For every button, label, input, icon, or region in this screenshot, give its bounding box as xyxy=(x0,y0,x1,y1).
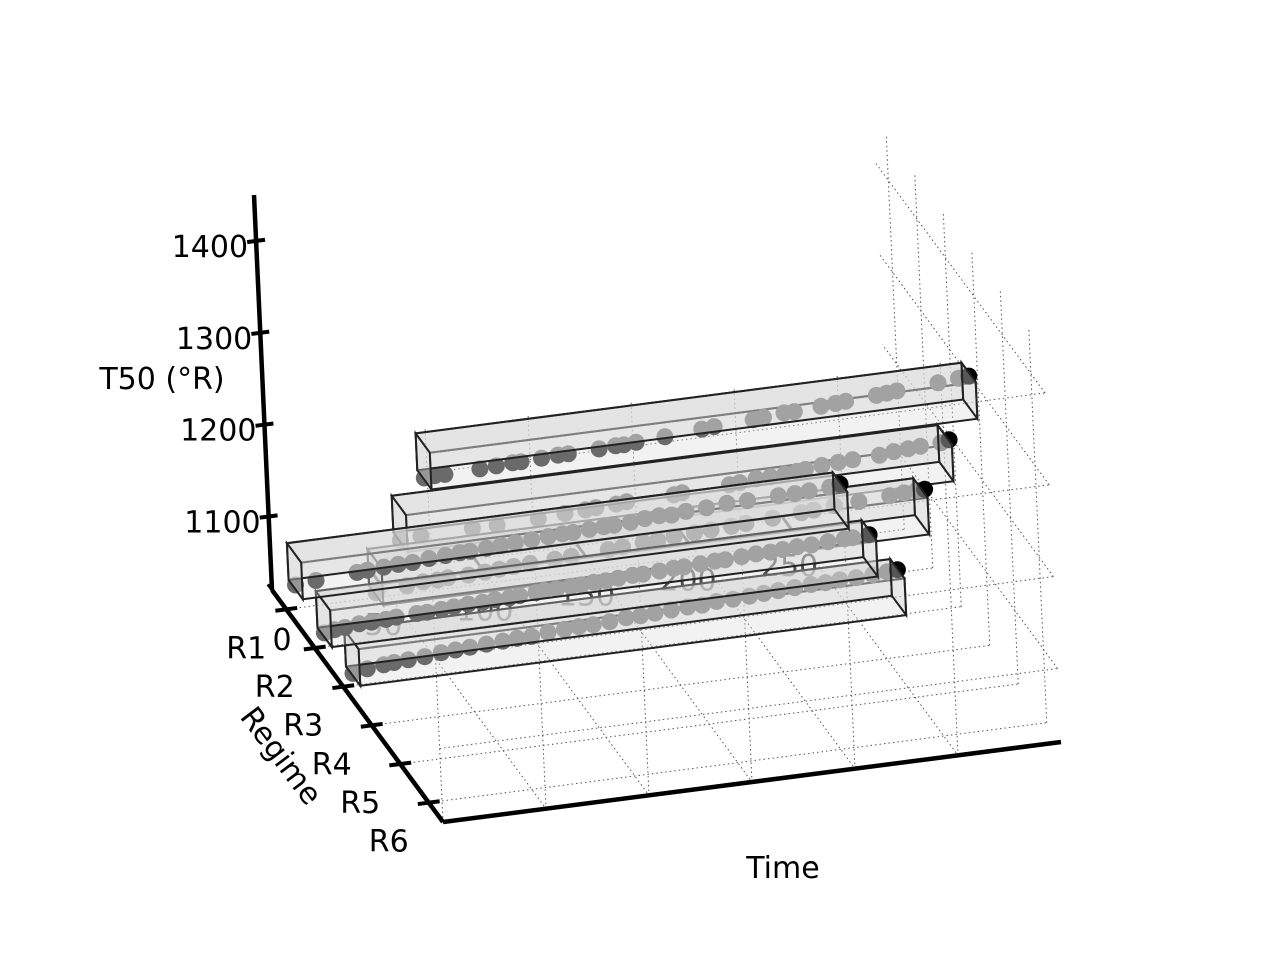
x-tick-label: 0 xyxy=(272,623,291,658)
regime-tick-label: R1 xyxy=(226,631,266,666)
box-end-face xyxy=(936,421,955,485)
x-axis-line xyxy=(442,739,1062,825)
x-axis-label: Time xyxy=(745,851,819,886)
z-tick-mark xyxy=(246,237,266,245)
data-point-latest xyxy=(960,367,978,385)
x-tick-mark xyxy=(266,583,278,597)
grid-line-floor-regime xyxy=(343,606,962,688)
grid-line-side-regime xyxy=(885,134,905,530)
grid-lines xyxy=(271,134,1059,823)
z-axis-line xyxy=(251,194,275,591)
regime-tick-label: R3 xyxy=(283,709,323,744)
grid-line-floor-regime xyxy=(371,644,990,726)
grid-line-back-x xyxy=(939,360,959,756)
z-axis-label: T50 (°R) xyxy=(98,362,224,397)
regime-boxes xyxy=(285,359,979,690)
regime-tick-mark xyxy=(389,760,412,768)
regime-series-R6 xyxy=(413,359,979,493)
regime-tick-mark xyxy=(360,721,383,729)
box-start-face xyxy=(414,430,433,493)
regime-tick-mark xyxy=(303,644,326,652)
data-point xyxy=(287,576,304,594)
grid-line-side-z xyxy=(873,160,1046,394)
box-start-face xyxy=(285,539,304,603)
grid-line-floor-x xyxy=(477,563,650,796)
regime-tick-label: R4 xyxy=(312,747,352,782)
grid-line-side-regime xyxy=(1028,327,1048,723)
regime-tick-mark xyxy=(332,683,355,691)
grid-line-side-regime xyxy=(942,211,962,607)
regime-tick-label: R2 xyxy=(255,670,295,705)
regime-tick-mark xyxy=(417,799,440,807)
z-tick-label: 1300 xyxy=(176,322,252,357)
grid-line-floor-x xyxy=(374,576,547,809)
grid-line-side-z xyxy=(886,436,1059,669)
box-start-face xyxy=(343,626,362,690)
grid-line-floor-regime xyxy=(400,683,1019,765)
box-end-face xyxy=(831,469,850,532)
axes xyxy=(251,194,1062,825)
data-point xyxy=(487,457,505,475)
data-point xyxy=(471,460,489,478)
data-point xyxy=(436,465,454,483)
z-tick-mark xyxy=(259,513,278,520)
grid-line-side-z xyxy=(877,252,1050,486)
grid-line-floor-x xyxy=(786,523,959,756)
grid-line-floor-x xyxy=(683,536,856,769)
regime-series-R1 xyxy=(285,469,850,603)
grid-line-side-regime xyxy=(999,288,1019,685)
data-point-latest xyxy=(916,480,934,498)
box-end-face xyxy=(912,475,931,538)
z-tick-mark xyxy=(255,421,274,428)
grid-line-side-z xyxy=(882,344,1054,577)
z-tick-label: 1400 xyxy=(172,230,248,265)
data-point-latest xyxy=(860,526,878,544)
grid-line-side-regime xyxy=(971,250,991,646)
box-end-face xyxy=(889,555,908,619)
grid-line-back-z xyxy=(435,576,1054,658)
grid-line-floor-x xyxy=(580,549,753,783)
box-end-face xyxy=(860,517,879,580)
box-start-face xyxy=(314,587,333,651)
box-end-face xyxy=(960,359,979,423)
grid-line-floor-regime xyxy=(428,722,1047,804)
z-tick-label: 1200 xyxy=(180,414,256,449)
regime-tick-label: R5 xyxy=(340,786,380,821)
regime-tick-label: R6 xyxy=(369,825,409,860)
y-axis-line xyxy=(270,588,445,824)
z-tick-label: 1100 xyxy=(184,506,260,541)
grid-line-back-z xyxy=(439,668,1058,750)
grid-line-back-z xyxy=(427,392,1046,474)
z-tick-mark xyxy=(251,329,270,336)
regime-tick-mark xyxy=(275,605,298,613)
grid-line-side-regime xyxy=(914,172,934,569)
